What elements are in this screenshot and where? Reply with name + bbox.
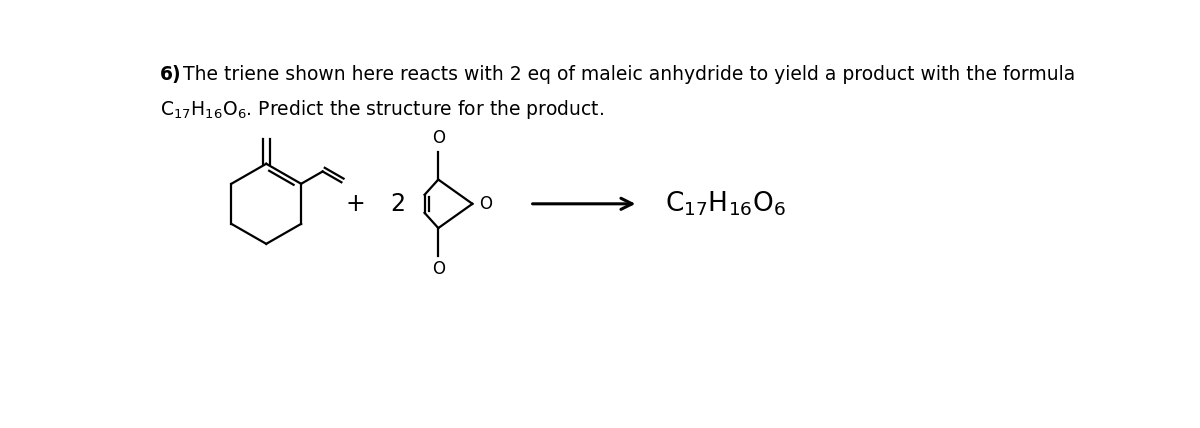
Text: 6): 6) <box>160 65 181 84</box>
Text: +: + <box>346 192 365 216</box>
Text: O: O <box>479 195 492 213</box>
Text: O: O <box>432 129 445 147</box>
Text: The triene shown here reacts with 2 eq of maleic anhydride to yield a product wi: The triene shown here reacts with 2 eq o… <box>182 65 1075 84</box>
Text: $\mathrm{C_{17}H_{16}O_6}$: $\mathrm{C_{17}H_{16}O_6}$ <box>665 190 786 218</box>
Text: $\mathrm{C_{17}H_{16}O_6}$. Predict the structure for the product.: $\mathrm{C_{17}H_{16}O_6}$. Predict the … <box>160 98 605 121</box>
Text: O: O <box>432 260 445 279</box>
Text: 2: 2 <box>390 192 406 216</box>
